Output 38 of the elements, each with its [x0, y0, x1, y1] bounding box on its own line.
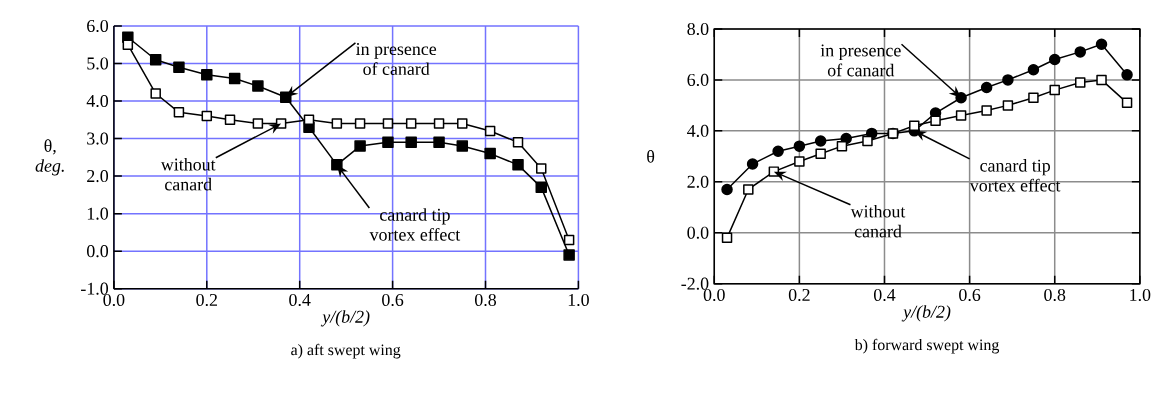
y-tick-label: 2.0 [87, 170, 109, 183]
y-tick-label: 3.0 [87, 132, 109, 145]
x-tick-label: 1.0 [1130, 289, 1151, 302]
y-axis-title: θ [647, 150, 655, 163]
x-tick-label: 0.2 [196, 294, 218, 307]
y-tick-label: 4.0 [86, 95, 109, 108]
annotation: canard tip vortex effect [369, 208, 461, 241]
x-axis-title: y/(b/2) [320, 310, 370, 327]
x-axis-title: y/(b/2) [901, 305, 951, 322]
x-tick-label: 1.0 [568, 294, 589, 307]
y-tick-label: 5.0 [87, 57, 109, 70]
x-tick-label: 0.8 [1044, 289, 1066, 302]
annotation: in presence of canard [356, 43, 437, 76]
y-tick-label: -1.0 [81, 282, 109, 295]
x-tick-label: 0.4 [289, 294, 311, 307]
annotation: without canard [850, 205, 906, 238]
text: b) forward swept wing [854, 339, 1000, 354]
annotation: canard tip vortex effect [969, 159, 1061, 192]
y-tick-label: 6.0 [87, 20, 109, 33]
y-tick-label: 2.0 [687, 175, 709, 189]
x-tick-label: 0.4 [873, 289, 896, 302]
y-tick-label: 8.0 [687, 23, 709, 36]
y-tick-label: 4.0 [687, 124, 709, 138]
x-tick-label: 0.2 [788, 289, 810, 302]
x-tick-label: 0.8 [475, 294, 497, 307]
y-tick-label: -2.0 [681, 277, 709, 290]
x-tick-label: 0.6 [959, 289, 981, 302]
y-axis-title: θ, deg. [35, 139, 64, 176]
annotation: without canard [160, 158, 216, 191]
x-tick-label: 0.6 [382, 294, 404, 307]
y-tick-label: 0.0 [687, 226, 709, 240]
text: a) aft swept wing [291, 344, 401, 359]
x-tick-label: 0.0 [103, 294, 125, 307]
y-tick-label: 6.0 [687, 74, 709, 87]
y-tick-label: 0.0 [87, 245, 109, 258]
y-tick-label: 1.0 [87, 207, 109, 220]
annotation: in presence of canard [820, 44, 901, 77]
x-tick-label: 0.0 [703, 289, 725, 302]
